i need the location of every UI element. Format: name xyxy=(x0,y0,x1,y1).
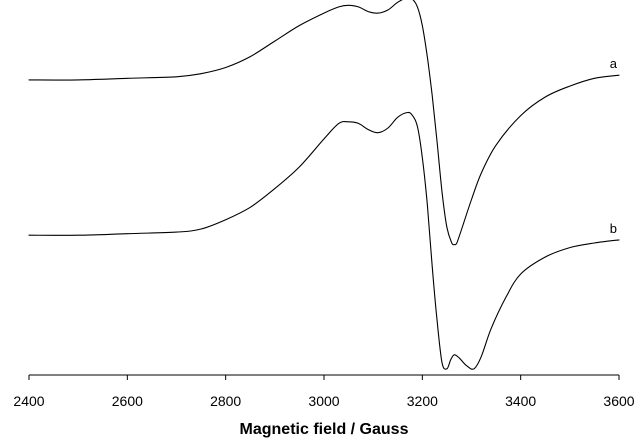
x-tick-label: 3400 xyxy=(505,393,536,409)
series-label-a: a xyxy=(610,56,618,71)
x-tick-label: 3200 xyxy=(407,393,438,409)
series-label-b: b xyxy=(610,221,617,236)
series-labels: ab xyxy=(610,56,618,236)
x-axis-ticks xyxy=(28,375,620,380)
series-line-b xyxy=(28,111,620,370)
x-tick-label: 3000 xyxy=(308,393,339,409)
x-tick-label: 2400 xyxy=(13,393,44,409)
plot-area xyxy=(28,0,620,370)
x-axis-tick-labels: 2400 2600 2800 3000 3200 3400 3600 xyxy=(13,393,634,409)
x-axis-title: Magnetic field / Gauss xyxy=(240,421,409,438)
series-line-a xyxy=(28,0,620,246)
x-tick-label: 3600 xyxy=(603,393,634,409)
x-tick-label: 2800 xyxy=(210,393,241,409)
x-tick-label: 2600 xyxy=(112,393,143,409)
